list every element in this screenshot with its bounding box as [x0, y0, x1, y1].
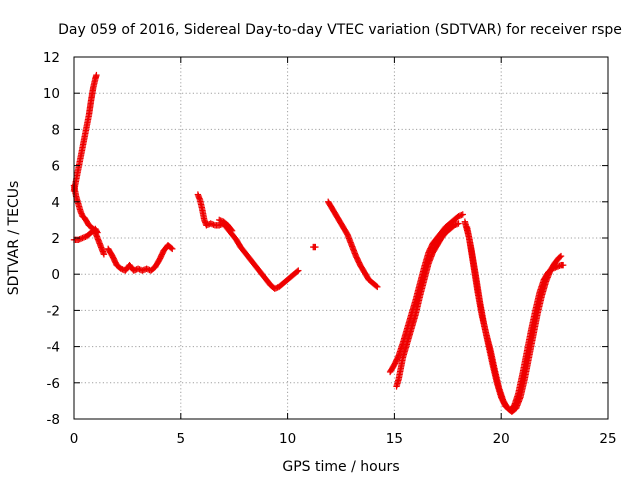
data-point [295, 267, 302, 274]
x-axis-label: GPS time / hours [282, 459, 399, 475]
y-tick-label: 4 [51, 195, 60, 211]
x-tick-label: 10 [279, 431, 296, 447]
data-point [556, 253, 564, 261]
data-point [100, 251, 108, 258]
data-point [94, 229, 101, 236]
x-tick-label: 5 [177, 431, 186, 447]
data-point [169, 245, 176, 253]
data-point [459, 211, 466, 218]
y-tick-label: 0 [51, 267, 60, 283]
y-tick-label: 8 [51, 122, 60, 138]
y-tick-label: 10 [43, 86, 60, 102]
data-point [167, 244, 175, 252]
y-tick-label: 6 [51, 159, 60, 175]
y-tick-label: -4 [47, 340, 60, 356]
y-tick-label: 2 [51, 231, 60, 247]
x-tick-label: 20 [493, 431, 510, 447]
data-point [228, 227, 236, 234]
data-point [93, 228, 100, 235]
data-point [373, 282, 380, 290]
x-tick-label: 0 [70, 431, 79, 447]
chart-title: Day 059 of 2016, Sidereal Day-to-day VTE… [58, 22, 622, 38]
data-point [455, 220, 462, 227]
data-point [93, 71, 100, 79]
y-tick-label: -6 [47, 376, 60, 392]
data-point [228, 226, 235, 233]
data-point [312, 243, 319, 251]
data-point [374, 283, 381, 291]
y-tick-label: -2 [47, 303, 60, 319]
x-tick-label: 15 [386, 431, 403, 447]
data-point [559, 261, 567, 269]
y-axis-label: SDTVAR / TECUs [6, 181, 22, 296]
y-tick-label: -8 [47, 412, 60, 428]
grid [74, 57, 608, 419]
data-marks [70, 71, 567, 415]
axis-ticks: 0 5 10 15 20 25 -8 -6 -4 -2 0 2 4 6 8 10 12 [43, 50, 617, 447]
data-point [557, 252, 565, 260]
y-tick-label: 12 [43, 50, 60, 66]
x-tick-label: 25 [599, 431, 616, 447]
data-point [294, 268, 301, 275]
